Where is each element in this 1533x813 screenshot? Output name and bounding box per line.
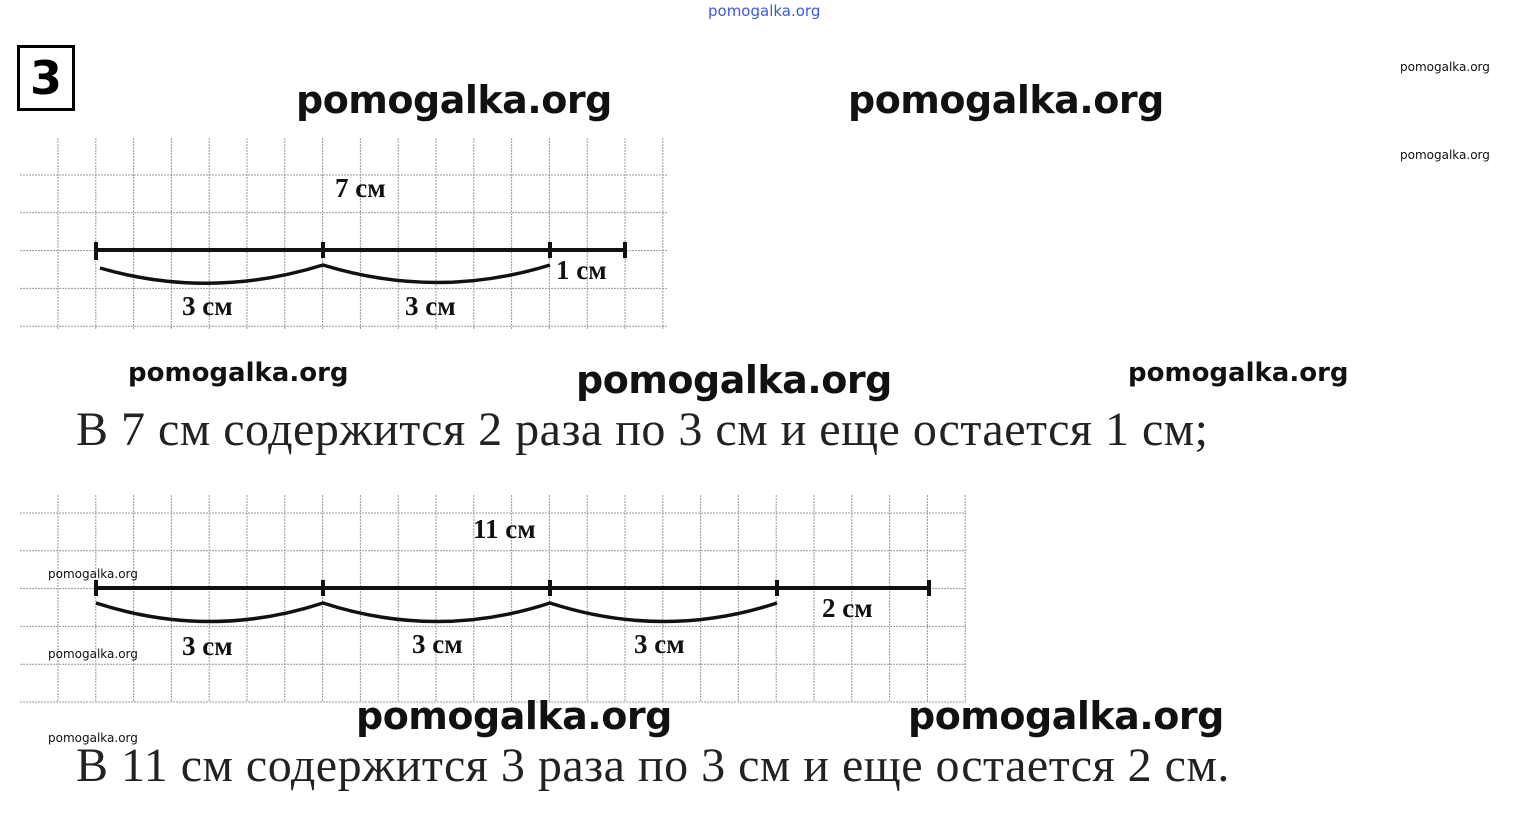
figure-1-remainder-label: 1 см <box>556 255 607 285</box>
watermark-top: pomogalka.org <box>708 2 821 20</box>
grid-1 <box>20 138 668 330</box>
figure-1-part-label: 3 см <box>182 291 233 321</box>
watermark: pomogalka.org <box>1128 358 1349 388</box>
watermark: pomogalka.org <box>48 731 138 745</box>
figure-1-segment <box>94 242 627 285</box>
answer-2: В 11 см содержится 3 раза по 3 см и еще … <box>76 739 1230 792</box>
watermark: pomogalka.org <box>296 78 612 122</box>
watermark: pomogalka.org <box>908 694 1224 738</box>
figure-2-remainder-label: 2 см <box>822 593 873 623</box>
task-number: 3 <box>17 45 75 111</box>
answer-1: В 7 см содержится 2 раза по 3 см и еще о… <box>76 403 1209 456</box>
figure-1-total-label: 7 см <box>335 173 386 203</box>
watermark: pomogalka.org <box>128 358 349 388</box>
figure-2-part-label: 3 см <box>634 629 685 659</box>
figure-2-total-label: 11 см <box>473 514 536 544</box>
figure-2-segment <box>94 580 931 624</box>
figure-2-part-label: 3 см <box>182 631 233 661</box>
figure-2-part-label: 3 см <box>412 629 463 659</box>
watermark: pomogalka.org <box>48 647 138 661</box>
watermark: pomogalka.org <box>848 78 1164 122</box>
watermark: pomogalka.org <box>1400 148 1490 162</box>
figure-1-part-label: 3 см <box>405 291 456 321</box>
watermark: pomogalka.org <box>356 694 672 738</box>
watermark: pomogalka.org <box>1400 60 1490 74</box>
watermark: pomogalka.org <box>576 358 892 402</box>
watermark: pomogalka.org <box>48 567 138 581</box>
